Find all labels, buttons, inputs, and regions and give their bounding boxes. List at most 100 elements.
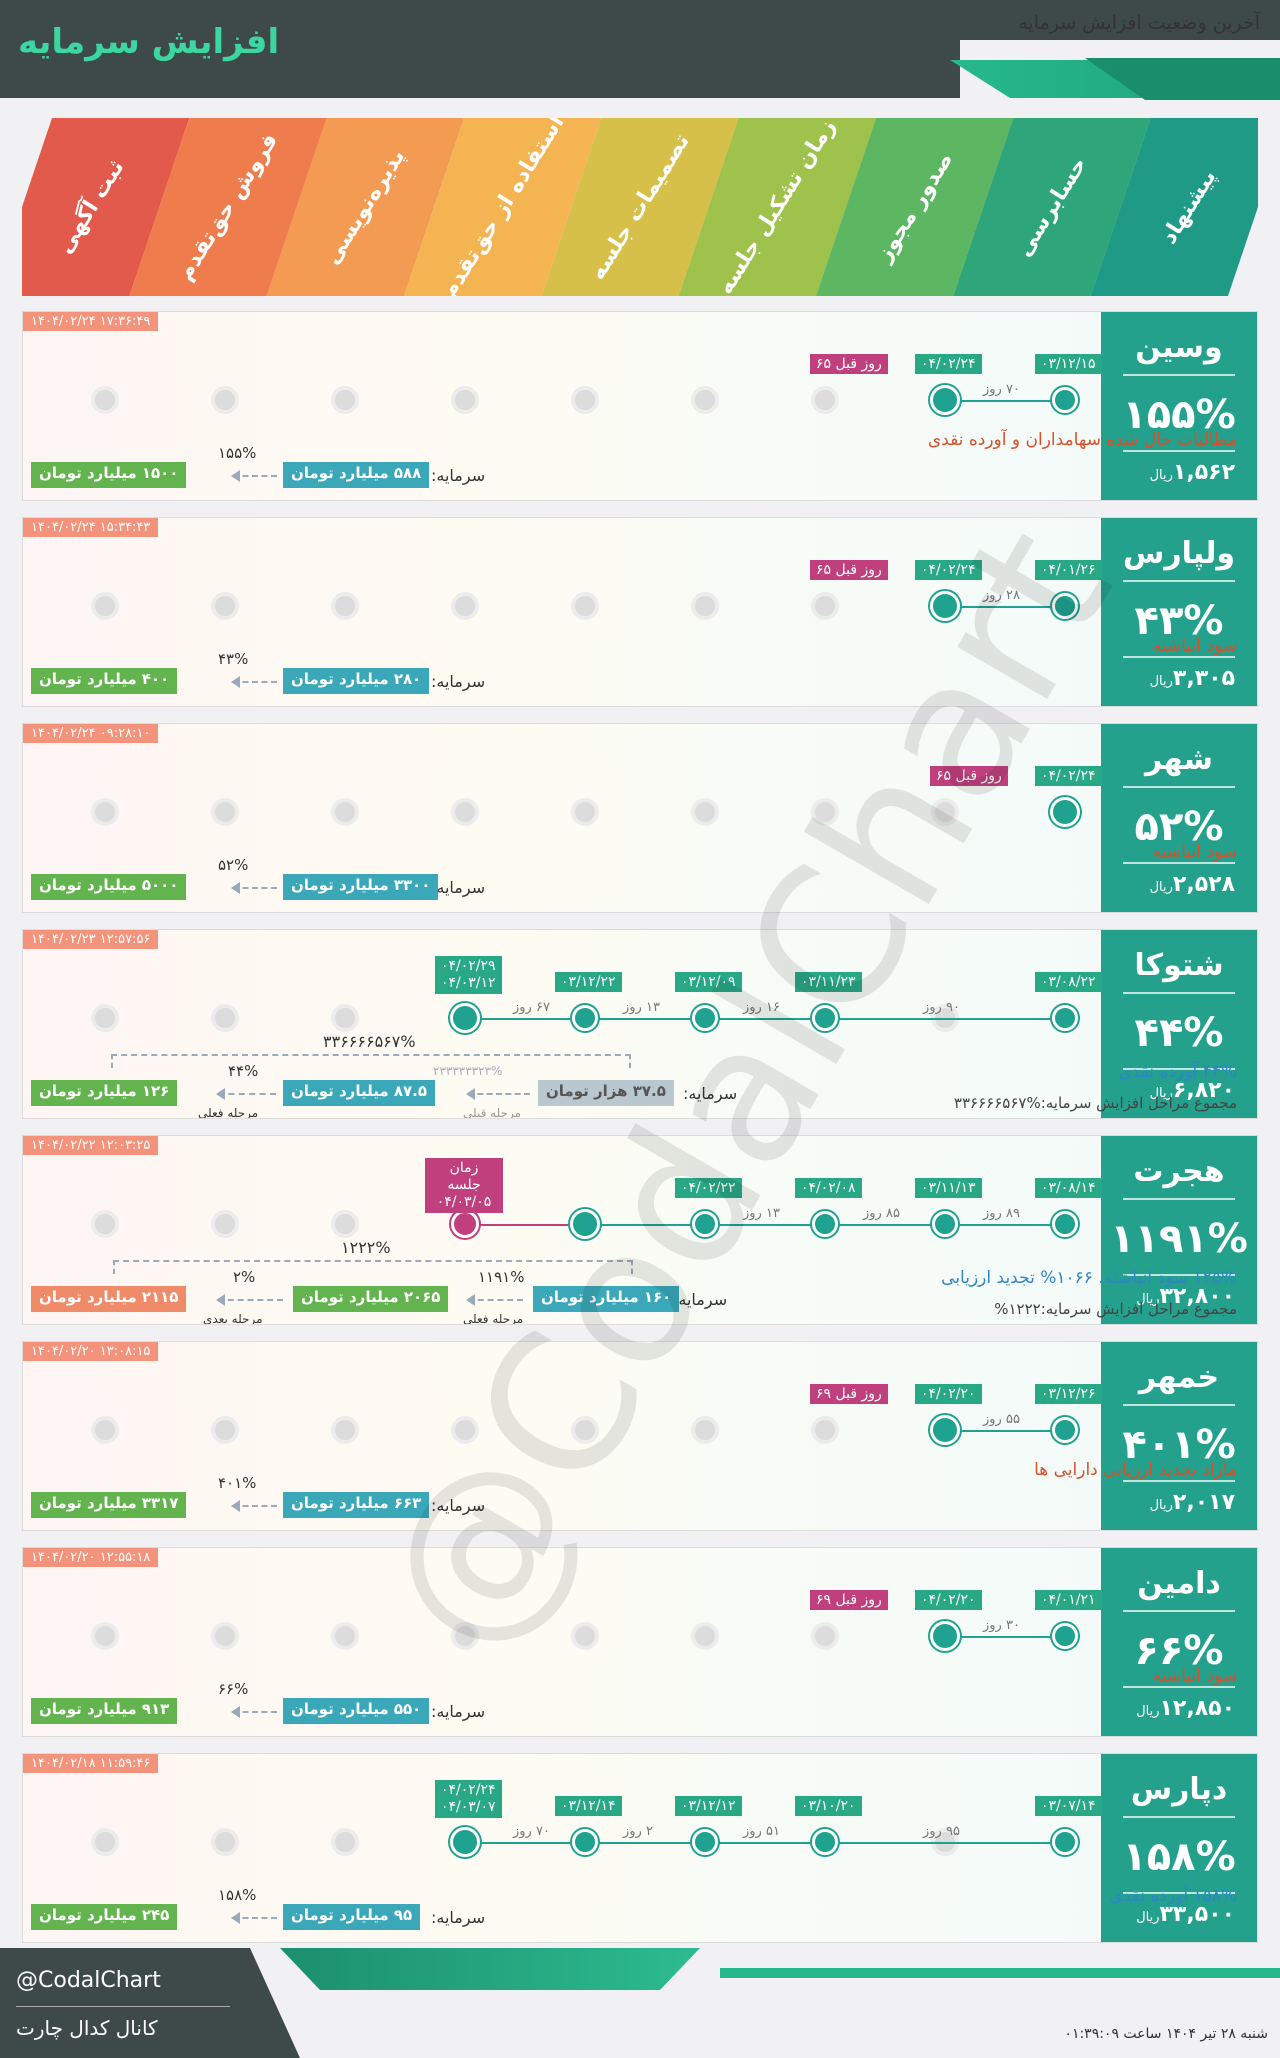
stage-dot-empty	[451, 1416, 479, 1444]
price-unit: ریال	[1149, 880, 1173, 895]
row-timestamp: ۱۴۰۴/۰۲/۲۰ ۱۲:۵۵:۱۸	[23, 1548, 159, 1567]
date-tag: ۰۳/۱۲/۱۴	[555, 1796, 622, 1816]
date-range-end: ۰۴/۰۳/۰۷	[441, 1799, 496, 1815]
price-value: ۲,۰۱۷	[1172, 1490, 1235, 1515]
row-timestamp: ۱۴۰۴/۰۲/۲۳ ۱۲:۵۷:۵۶	[23, 930, 159, 949]
capital-percent: ۱۵۵%	[218, 444, 257, 462]
footer-accent	[280, 1948, 700, 1990]
footer: @CodalChart کانال کدال چارت شنبه ۲۸ تیر …	[0, 1948, 1280, 2058]
footer-channel[interactable]: کانال کدال چارت	[16, 2016, 158, 2040]
ticker-row[interactable]: شهر ۵۲% ۲,۵۲۸ریال ۱۴۰۴/۰۲/۲۴ ۰۹:۲۸:۱۰ ۰۴/۰۲/…	[22, 723, 1258, 913]
ticker-name: خمهر	[1138, 1360, 1220, 1395]
row-timestamp: ۱۴۰۴/۰۲/۱۸ ۱۱:۵۹:۴۶	[23, 1754, 159, 1773]
row-summary[interactable]: خمهر ۴۰۱% ۲,۰۱۷ریال	[1101, 1342, 1257, 1530]
capital-arrow	[466, 1088, 530, 1100]
stage-dot-empty	[451, 798, 479, 826]
stage-dot-empty	[91, 386, 119, 414]
date-tag: ۰۴/۰۲/۲۲	[675, 1178, 742, 1198]
increase-percent: ۱۵۵%	[1122, 392, 1236, 438]
stage-dot-empty	[91, 1828, 119, 1856]
increase-percent: ۴۴%	[1134, 1010, 1224, 1056]
stage-dot-empty	[211, 1622, 239, 1650]
days-ago-tag: ۶۵ روز قبل	[930, 766, 1008, 786]
stage-label-text: تصمیمات جلسه	[585, 129, 695, 285]
ticker-row[interactable]: وسین ۱۵۵% ۱,۵۶۲ریال ۱۴۰۴/۰۲/۲۴ ۱۷:۳۶:۴۹ ۰۳/۱…	[22, 311, 1258, 501]
row-summary[interactable]: شهر ۵۲% ۲,۵۲۸ریال	[1101, 724, 1257, 912]
capital-arrow	[216, 1294, 283, 1306]
row-summary[interactable]: دامین ۶۶% ۱۲,۸۵۰ریال	[1101, 1548, 1257, 1736]
footer-handle[interactable]: @CodalChart	[16, 1968, 161, 1993]
capital-arrow	[231, 1706, 277, 1718]
price-unit: ریال	[1136, 1910, 1160, 1925]
capital-arrow	[231, 676, 277, 688]
date-range-start: ۰۴/۰۲/۲۹	[441, 958, 496, 974]
stage-dot-empty	[211, 798, 239, 826]
row-summary[interactable]: دپارس ۱۵۸% ۳۳,۵۰۰ریال	[1101, 1754, 1257, 1942]
stage-dot-empty	[571, 1622, 599, 1650]
ticker-price: ۳۲,۸۰۰ریال	[1136, 1284, 1235, 1309]
row-track	[23, 518, 1103, 706]
stage-dot-empty	[91, 592, 119, 620]
ticker-separator	[1123, 1274, 1235, 1276]
timeline-line	[465, 1018, 1065, 1020]
ticker-row[interactable]: شتوکا ۴۴% ۶,۸۲۰ریال ۱۴۰۴/۰۲/۲۳ ۱۲:۵۷:۵۶ ۰۳/۰…	[22, 929, 1258, 1119]
row-summary[interactable]: ولپارس ۴۳% ۳,۳۰۵ریال	[1101, 518, 1257, 706]
date-tag: ۰۳/۱۲/۰۹	[675, 972, 742, 992]
capital-from: ۲۸۰ میلیارد تومان	[283, 668, 430, 694]
stage-label-text: فروش حق‌تقدم	[172, 128, 284, 286]
price-unit: ریال	[1149, 468, 1173, 483]
days-label: ۶۷ روز	[513, 1000, 550, 1015]
ticker-row[interactable]: خمهر ۴۰۱% ۲,۰۱۷ریال ۱۴۰۴/۰۲/۲۰ ۱۳:۰۸:۱۵ ۰۳/۱…	[22, 1341, 1258, 1531]
capital-to: ۱۵۰۰ میلیارد تومان	[31, 462, 187, 488]
timeline-line	[945, 1430, 1065, 1432]
stage-dot-empty	[211, 1416, 239, 1444]
stage-current-label: مرحله فعلی	[198, 1106, 259, 1119]
date-tag: ۰۳/۰۸/۱۴	[1035, 1178, 1102, 1198]
timeline-line	[465, 1842, 1065, 1844]
days-label: ۹۵ روز	[923, 1824, 960, 1839]
capital-percent: ۱۵۸%	[218, 1886, 257, 1904]
price-value: ۲,۵۲۸	[1172, 872, 1235, 897]
ticker-separator	[1123, 450, 1235, 452]
date-tag: ۰۴/۰۱/۲۱	[1035, 1590, 1102, 1610]
row-summary[interactable]: هجرت ۱۱۹۱% ۳۲,۸۰۰ریال	[1101, 1136, 1257, 1324]
ticker-row[interactable]: ولپارس ۴۳% ۳,۳۰۵ریال ۱۴۰۴/۰۲/۲۴ ۱۵:۳۴:۴۳ ۰۴/…	[22, 517, 1258, 707]
ticker-row[interactable]: دپارس ۱۵۸% ۳۳,۵۰۰ریال ۱۴۰۴/۰۲/۱۸ ۱۱:۵۹:۴۶ ۰۳…	[22, 1753, 1258, 1943]
ticker-row[interactable]: دامین ۶۶% ۱۲,۸۵۰ریال ۱۴۰۴/۰۲/۲۰ ۱۲:۵۵:۱۸ ۰۴/…	[22, 1547, 1258, 1737]
date-tag: ۰۴/۰۲/۲۰	[915, 1384, 982, 1404]
stage-dot	[812, 1829, 838, 1855]
row-summary[interactable]: شتوکا ۴۴% ۶,۸۲۰ریال	[1101, 930, 1257, 1118]
row-track	[23, 724, 1103, 912]
capital-arrow	[231, 1500, 277, 1512]
capital-from: ۵۸۸ میلیارد تومان	[283, 462, 430, 488]
row-summary[interactable]: وسین ۱۵۵% ۱,۵۶۲ریال	[1101, 312, 1257, 500]
stage-label-text: پیشنهاد	[1156, 165, 1222, 249]
capital-from: ۳۳۰۰ میلیارد تومان	[283, 874, 439, 900]
date-tag: ۰۳/۱۲/۱۲	[675, 1796, 742, 1816]
stage-dot-empty	[691, 798, 719, 826]
stage-dot-empty	[211, 386, 239, 414]
total-increase: مجموع مراحل افزایش سرمایه:%۳۳۶۶۶۶۵۶۷	[953, 1094, 1237, 1112]
total-bracket	[111, 1054, 631, 1068]
stage-label-text: حسابرسی	[1011, 152, 1093, 262]
ticker-row[interactable]: هجرت ۱۱۹۱% ۳۲,۸۰۰ریال ۱۴۰۴/۰۲/۲۲ ۱۲:۰۳:۲۵ ۰۳…	[22, 1135, 1258, 1325]
stage-dot-empty	[691, 386, 719, 414]
header: افزایش سرمایه آخرین وضعیت افزایش سرمایه	[0, 0, 1280, 100]
date-tag: ۰۳/۱۱/۲۳	[795, 972, 862, 992]
days-label: ۸۹ روز	[983, 1206, 1020, 1221]
stage-dot-empty	[811, 386, 839, 414]
stage-dot	[1052, 1417, 1078, 1443]
stage-dot-empty	[451, 1622, 479, 1650]
ticker-separator	[1123, 1198, 1235, 1200]
stage-banner: ثبت آگهی فروش حق‌تقدم پذیره‌نویسی استفاده ا…	[22, 118, 1258, 296]
increase-source: ۱۵۸% آورده نقدی	[1109, 1886, 1237, 1906]
price-value: ۱۲,۸۵۰	[1159, 1696, 1236, 1721]
stage-dot-current	[450, 1003, 480, 1033]
stage-dot-current	[1050, 797, 1080, 827]
stage-dot	[1052, 593, 1078, 619]
timeline-line	[945, 1636, 1065, 1638]
capital-to: ۲۱۱۵ میلیارد تومان	[31, 1286, 187, 1312]
stage-dot-current	[570, 1209, 600, 1239]
stage-dot	[932, 1211, 958, 1237]
increase-source: سود انباشته	[1152, 636, 1237, 656]
